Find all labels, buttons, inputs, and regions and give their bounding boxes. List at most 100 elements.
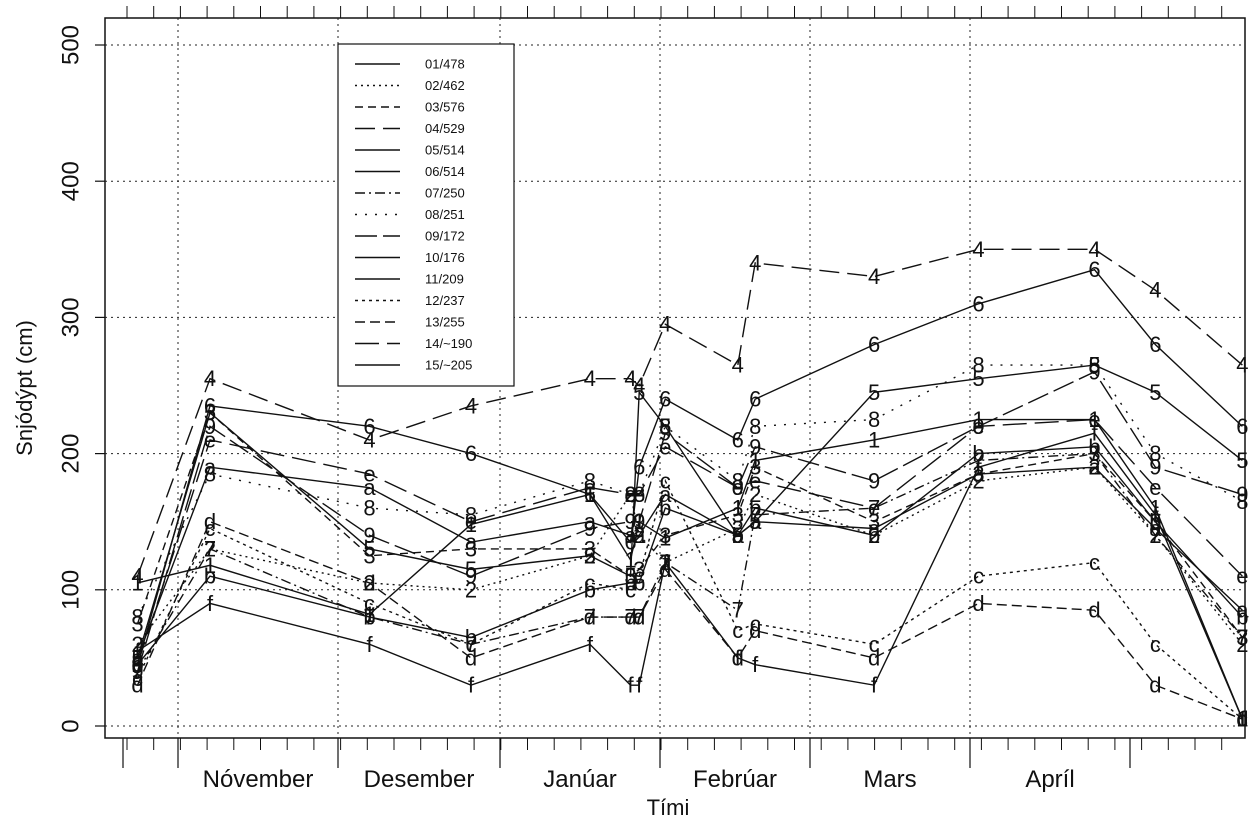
data-point: d xyxy=(868,645,880,670)
data-point: c xyxy=(625,577,636,602)
series-line xyxy=(136,446,1243,666)
data-point: f xyxy=(636,673,643,698)
data-point: 6 xyxy=(1236,414,1248,439)
data-point: c xyxy=(750,611,761,636)
data-point: 3 xyxy=(732,502,744,527)
data-point: c xyxy=(732,618,743,643)
data-point: c xyxy=(973,564,984,589)
data-point: 1 xyxy=(868,427,880,452)
data-point: c xyxy=(364,591,375,616)
data-point: 8 xyxy=(363,496,375,521)
legend-label: 07/250 xyxy=(425,186,465,201)
data-point: c xyxy=(1150,632,1161,657)
data-point: 2 xyxy=(1236,632,1248,657)
x-month-label: Mars xyxy=(863,766,916,793)
data-point: 4 xyxy=(659,312,671,337)
data-point: d xyxy=(1149,673,1161,698)
series-line xyxy=(137,432,1244,720)
series-line xyxy=(136,364,1243,659)
data-point: e xyxy=(972,414,984,439)
series-line xyxy=(136,466,1243,659)
data-point: 7 xyxy=(732,598,744,623)
series-line xyxy=(137,418,1244,720)
data-point: 1 xyxy=(465,512,477,537)
data-point: 9 xyxy=(868,468,880,493)
data-point: 9 xyxy=(465,564,477,589)
data-point: 4 xyxy=(1088,237,1100,262)
data-point: e xyxy=(204,427,216,452)
data-point: f xyxy=(871,673,878,698)
data-point: d xyxy=(749,618,761,643)
data-point: c xyxy=(869,632,880,657)
data-point: a xyxy=(633,523,646,548)
data-point: 4 xyxy=(633,373,645,398)
legend-label: 03/576 xyxy=(425,100,465,115)
y-tick-label: 400 xyxy=(57,161,84,201)
data-point: 6 xyxy=(1088,257,1100,282)
legend-label: 05/514 xyxy=(425,143,465,158)
data-point: 5 xyxy=(868,380,880,405)
y-tick-label: 300 xyxy=(57,297,84,337)
data-point: c xyxy=(660,468,671,493)
legend-label: 01/478 xyxy=(425,57,465,72)
data-point: b xyxy=(1149,509,1161,534)
data-point: d xyxy=(1088,598,1100,623)
data-point: d xyxy=(624,605,636,630)
data-point: f xyxy=(752,652,759,677)
data-point: b xyxy=(972,441,984,466)
data-point: f xyxy=(587,632,594,657)
data-point: 9 xyxy=(624,509,636,534)
data-point: a xyxy=(363,475,376,500)
data-point: 9 xyxy=(1088,359,1100,384)
data-point: d xyxy=(363,570,375,595)
y-tick-label: 0 xyxy=(57,719,84,732)
data-point: 4 xyxy=(732,353,744,378)
legend-label: 10/176 xyxy=(425,250,465,265)
y-axis: 0 100 200 300 400 500 xyxy=(57,25,105,733)
data-point: e xyxy=(1088,407,1100,432)
data-point: e xyxy=(584,475,596,500)
data-point: 8 xyxy=(972,353,984,378)
data-point: a xyxy=(624,523,637,548)
legend-label: 11/209 xyxy=(425,272,464,287)
data-point: e xyxy=(363,462,375,487)
data-point: 4 xyxy=(465,393,477,418)
data-point: 6 xyxy=(972,291,984,316)
data-point: c xyxy=(634,564,645,589)
data-point: f xyxy=(1152,502,1159,527)
data-point: c xyxy=(132,666,143,691)
legend-box xyxy=(337,43,515,387)
data-point: a xyxy=(465,530,478,555)
data-point: 6 xyxy=(732,427,744,452)
data-point: 5 xyxy=(363,536,375,561)
data-point: b xyxy=(868,523,880,548)
data-point: d xyxy=(131,673,143,698)
data-point: 6 xyxy=(363,414,375,439)
legend-label: 02/462 xyxy=(425,78,465,93)
data-point: 4 xyxy=(204,366,216,391)
data-point: c xyxy=(1089,550,1100,575)
legend-label: 06/514 xyxy=(425,164,465,179)
data-point: e xyxy=(732,475,744,500)
data-point: f xyxy=(975,455,982,480)
data-point: e xyxy=(749,468,761,493)
data-point: 1 xyxy=(1088,407,1100,432)
legend-label: 13/255 xyxy=(425,315,465,330)
data-point: a xyxy=(972,462,985,487)
data-point: 5 xyxy=(1149,380,1161,405)
data-point: e xyxy=(868,496,880,521)
data-point: e xyxy=(659,434,671,459)
legend-label: 08/251 xyxy=(425,207,465,222)
data-point: d xyxy=(584,605,596,630)
data-point: 3 xyxy=(131,611,143,636)
series-line xyxy=(136,268,1243,665)
data-point: 9 xyxy=(204,414,216,439)
legend-label: 12/237 xyxy=(425,293,465,308)
data-point: e xyxy=(624,482,636,507)
legend-label: 09/172 xyxy=(425,229,465,244)
data-point: a xyxy=(1088,455,1101,480)
data-point: 3 xyxy=(749,455,761,480)
data-point: b xyxy=(633,570,645,595)
x-month-label: Nóvember xyxy=(203,766,314,793)
